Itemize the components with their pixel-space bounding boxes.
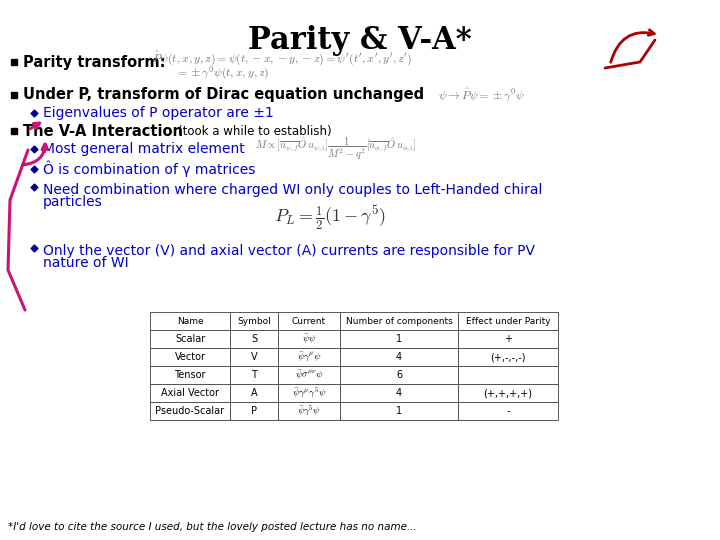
Bar bbox=[150, 330, 230, 348]
Text: Current: Current bbox=[292, 316, 326, 326]
Bar bbox=[278, 402, 340, 420]
Text: (+,+,+,+): (+,+,+,+) bbox=[484, 388, 533, 398]
Text: $M \propto [\overline{u_{\psi,f}}\hat{O}\,u_{\psi,i}]\dfrac{1}{M^2-q^2}[\overlin: $M \propto [\overline{u_{\psi,f}}\hat{O}… bbox=[255, 136, 417, 163]
Bar bbox=[278, 366, 340, 384]
Text: $\bar{\psi}\gamma^\mu\psi$: $\bar{\psi}\gamma^\mu\psi$ bbox=[297, 350, 321, 363]
Text: $\psi \rightarrow \hat{P}\psi = \pm\gamma^0\psi$: $\psi \rightarrow \hat{P}\psi = \pm\gamm… bbox=[438, 86, 525, 104]
Text: $\hat{P}\psi(t,x,y,z) = \psi(t,-x,-y,-z) = \psi'(t',x',y',z')$: $\hat{P}\psi(t,x,y,z) = \psi(t,-x,-y,-z)… bbox=[152, 49, 412, 67]
Bar bbox=[340, 384, 458, 402]
Text: +: + bbox=[504, 334, 512, 344]
Text: Scalar: Scalar bbox=[175, 334, 205, 344]
Text: Number of components: Number of components bbox=[346, 316, 452, 326]
Text: V: V bbox=[251, 352, 257, 362]
Text: Under P, transform of Dirac equation unchanged: Under P, transform of Dirac equation unc… bbox=[23, 87, 424, 103]
Text: 4: 4 bbox=[396, 388, 402, 398]
Text: $\bar{\psi}\gamma^5\psi$: $\bar{\psi}\gamma^5\psi$ bbox=[297, 404, 321, 418]
Bar bbox=[150, 366, 230, 384]
Text: nature of WI: nature of WI bbox=[43, 256, 129, 270]
Text: (took a while to establish): (took a while to establish) bbox=[178, 125, 332, 138]
Text: Ô is combination of γ matrices: Ô is combination of γ matrices bbox=[43, 161, 256, 177]
Text: Vector: Vector bbox=[174, 352, 205, 362]
Bar bbox=[340, 348, 458, 366]
Text: Name: Name bbox=[176, 316, 203, 326]
Bar bbox=[458, 330, 558, 348]
Text: Most general matrix element: Most general matrix element bbox=[43, 142, 245, 156]
Bar bbox=[340, 312, 458, 330]
Bar bbox=[340, 402, 458, 420]
Bar bbox=[458, 348, 558, 366]
Bar bbox=[278, 348, 340, 366]
Text: -: - bbox=[506, 406, 510, 416]
Bar bbox=[150, 348, 230, 366]
Text: Pseudo-Scalar: Pseudo-Scalar bbox=[156, 406, 225, 416]
Bar bbox=[458, 402, 558, 420]
Bar bbox=[150, 384, 230, 402]
Text: 1: 1 bbox=[396, 406, 402, 416]
Text: Parity & V-A*: Parity & V-A* bbox=[248, 25, 472, 56]
Text: The V-A Interaction: The V-A Interaction bbox=[23, 124, 183, 138]
Text: Axial Vector: Axial Vector bbox=[161, 388, 219, 398]
Text: $= \pm\gamma^0\psi(t,x,y,z)$: $= \pm\gamma^0\psi(t,x,y,z)$ bbox=[175, 64, 269, 82]
Text: T: T bbox=[251, 370, 257, 380]
Text: Symbol: Symbol bbox=[237, 316, 271, 326]
Text: (+,-,-,-): (+,-,-,-) bbox=[490, 352, 526, 362]
Text: P: P bbox=[251, 406, 257, 416]
Text: particles: particles bbox=[43, 195, 103, 209]
Text: Only the vector (V) and axial vector (A) currents are responsible for PV: Only the vector (V) and axial vector (A)… bbox=[43, 244, 535, 258]
Bar bbox=[278, 330, 340, 348]
Text: *I'd love to cite the source I used, but the lovely posted lecture has no name..: *I'd love to cite the source I used, but… bbox=[8, 522, 417, 532]
Bar bbox=[278, 384, 340, 402]
Text: 6: 6 bbox=[396, 370, 402, 380]
Bar bbox=[230, 330, 278, 348]
Bar bbox=[458, 312, 558, 330]
Text: S: S bbox=[251, 334, 257, 344]
Bar bbox=[340, 366, 458, 384]
Text: $\bar{\psi}\sigma^{\mu\nu}\psi$: $\bar{\psi}\sigma^{\mu\nu}\psi$ bbox=[294, 368, 323, 382]
Bar bbox=[340, 330, 458, 348]
Bar bbox=[230, 384, 278, 402]
Bar bbox=[230, 312, 278, 330]
Bar bbox=[278, 312, 340, 330]
Bar bbox=[150, 402, 230, 420]
Text: Parity transform:: Parity transform: bbox=[23, 55, 166, 70]
Bar bbox=[458, 384, 558, 402]
Text: $\bar{\psi}\gamma^\mu\gamma^5\psi$: $\bar{\psi}\gamma^\mu\gamma^5\psi$ bbox=[292, 386, 326, 400]
Bar bbox=[230, 348, 278, 366]
Bar bbox=[458, 366, 558, 384]
Text: $P_L = \frac{1}{2}(1-\gamma^5)$: $P_L = \frac{1}{2}(1-\gamma^5)$ bbox=[274, 204, 386, 232]
Text: A: A bbox=[251, 388, 257, 398]
Text: $\bar{\psi}\psi$: $\bar{\psi}\psi$ bbox=[302, 332, 316, 346]
Text: Effect under Parity: Effect under Parity bbox=[466, 316, 550, 326]
Bar bbox=[230, 366, 278, 384]
Bar bbox=[230, 402, 278, 420]
Bar bbox=[150, 312, 230, 330]
Text: Eigenvalues of P operator are ±1: Eigenvalues of P operator are ±1 bbox=[43, 106, 274, 120]
Text: Need combination where charged WI only couples to Left-Handed chiral: Need combination where charged WI only c… bbox=[43, 183, 542, 197]
Text: 1: 1 bbox=[396, 334, 402, 344]
Text: 4: 4 bbox=[396, 352, 402, 362]
Text: Tensor: Tensor bbox=[174, 370, 206, 380]
